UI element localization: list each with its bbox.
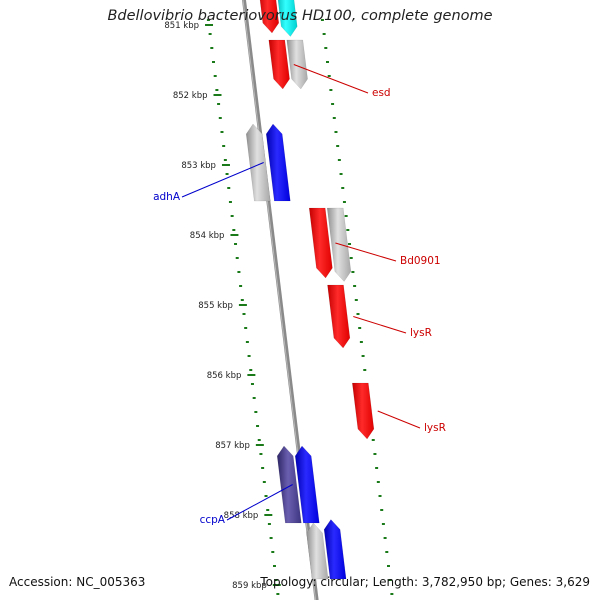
tick-label: 854 kbp bbox=[190, 231, 225, 241]
gene-label-esd[interactable]: esd bbox=[372, 87, 391, 99]
gene-label-Bd0901[interactable]: Bd0901 bbox=[400, 255, 441, 267]
gene-label-leader bbox=[335, 242, 397, 262]
gene-label-ccpA[interactable]: ccpA bbox=[200, 514, 226, 526]
gene-arrow-lysR2[interactable] bbox=[352, 382, 375, 440]
tick-label: 851 kbp bbox=[164, 21, 199, 31]
gene-arrow-adhA[interactable] bbox=[265, 123, 291, 202]
gene-arrow-g13[interactable] bbox=[306, 522, 329, 580]
tick-label: 857 kbp bbox=[215, 441, 250, 451]
gene-arrow-g8[interactable] bbox=[326, 207, 352, 282]
tick-label: 858 kbp bbox=[224, 511, 259, 521]
gene-label-lysR1[interactable]: lysR bbox=[410, 327, 432, 339]
gene-arrow-g14[interactable] bbox=[323, 519, 347, 580]
gene-label-lysR2[interactable]: lysR bbox=[424, 422, 446, 434]
tick-label: 859 kbp bbox=[232, 581, 267, 591]
tick-label: 855 kbp bbox=[198, 301, 233, 311]
gene-label-adhA[interactable]: adhA bbox=[153, 191, 181, 203]
genome-summary: Topology: circular; Length: 3,782,950 bp… bbox=[260, 575, 590, 589]
map-title: Bdellovibrio bacteriovorus HD100, comple… bbox=[107, 8, 493, 24]
gene-arrow-Bd0901[interactable] bbox=[308, 207, 333, 279]
gene-label-leader bbox=[377, 410, 421, 429]
gene-arrow-g11[interactable] bbox=[276, 445, 302, 524]
tick-label: 853 kbp bbox=[181, 161, 216, 171]
gene-label-leader bbox=[293, 64, 369, 94]
gene-arrow-g1[interactable] bbox=[258, 0, 280, 34]
gene-arrow-g2[interactable] bbox=[276, 0, 298, 37]
gene-label-leader bbox=[226, 484, 293, 521]
gene-arrow-g3[interactable] bbox=[286, 39, 308, 90]
gene-arrow-esd[interactable] bbox=[268, 39, 290, 90]
accession-label: Accession: NC_005363 bbox=[9, 575, 146, 589]
gene-label-leader bbox=[181, 162, 264, 198]
gene-arrow-lysR1[interactable] bbox=[327, 284, 351, 349]
gene-arrow-g5[interactable] bbox=[245, 123, 271, 202]
gene-label-leader bbox=[353, 316, 407, 334]
gene-arrow-ccpA[interactable] bbox=[294, 445, 320, 524]
tick-label: 856 kbp bbox=[207, 371, 242, 381]
tick-label: 852 kbp bbox=[173, 91, 208, 101]
